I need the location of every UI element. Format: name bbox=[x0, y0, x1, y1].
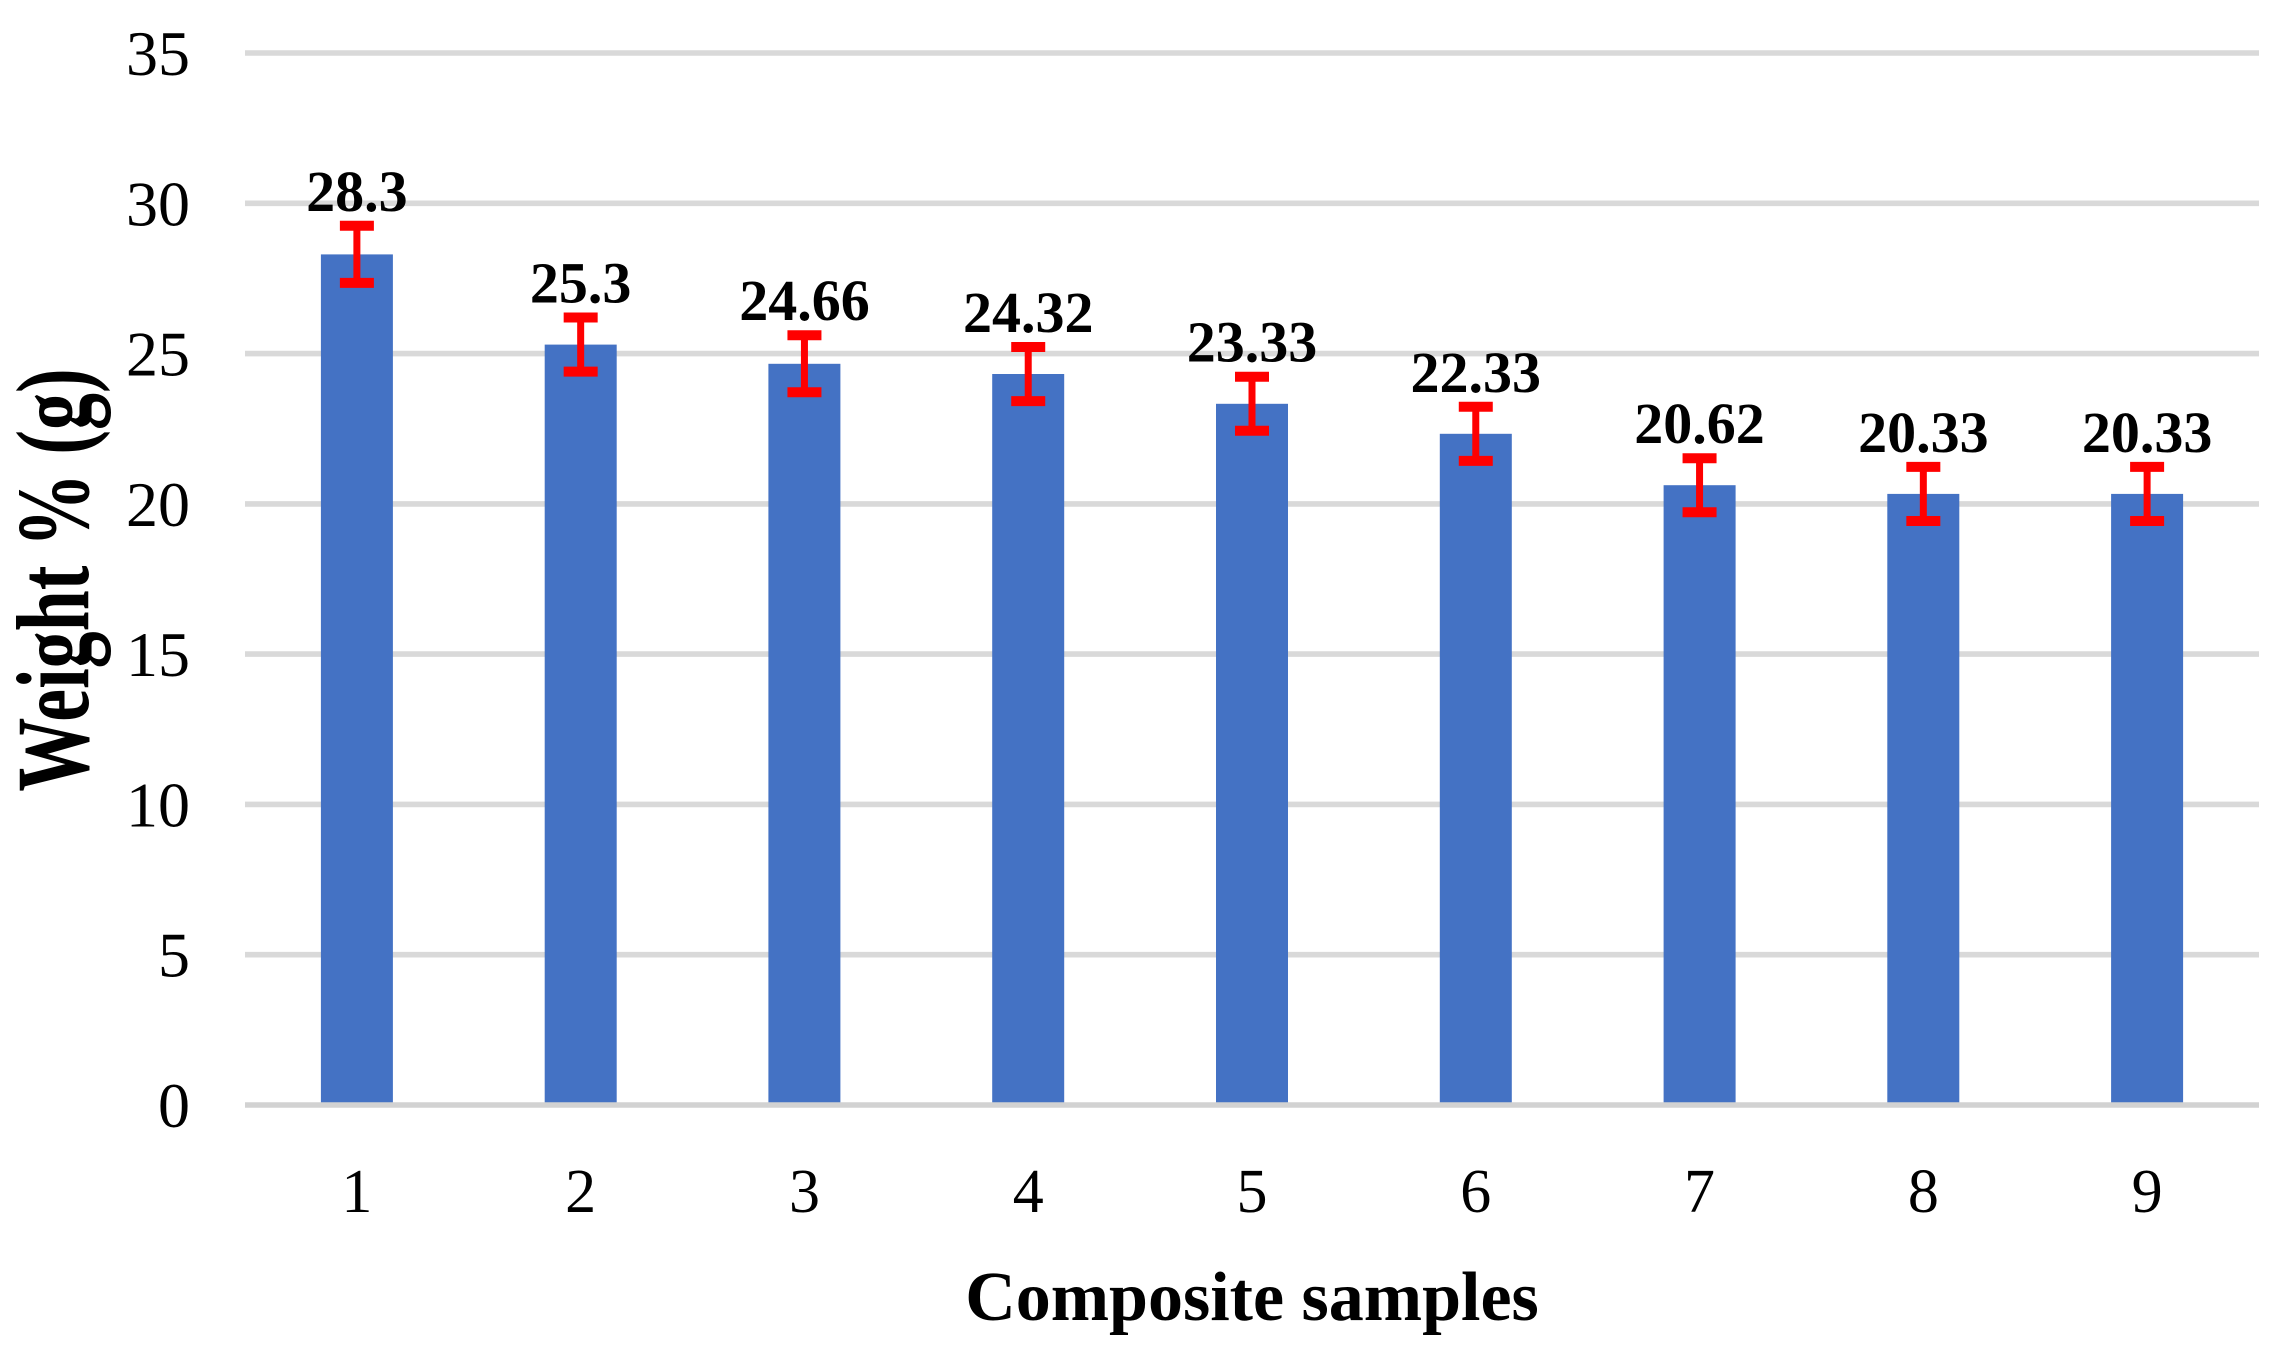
x-axis-tick-label: 3 bbox=[789, 1158, 820, 1226]
bar bbox=[1439, 433, 1512, 1105]
bar bbox=[320, 254, 393, 1105]
bar-value-label: 20.62 bbox=[1634, 391, 1765, 456]
bar bbox=[544, 344, 617, 1106]
bar-value-labels: 28.3 25.3 24.66 24.32 23.33 22.33 20.62 20.33 20… bbox=[306, 159, 2212, 465]
bar-value-label: 20.33 bbox=[2082, 400, 2213, 465]
y-axis-tick-labels: 0 5 10 15 20 25 30 35 bbox=[126, 18, 190, 1141]
y-axis-tick-label: 0 bbox=[158, 1070, 190, 1141]
bar bbox=[768, 363, 841, 1105]
bar bbox=[1216, 403, 1288, 1105]
y-axis-title: Weight % (g) bbox=[0, 368, 111, 791]
x-axis-tick-label: 4 bbox=[1013, 1158, 1044, 1226]
x-axis-tick-label: 8 bbox=[1908, 1158, 1939, 1226]
bar-value-label: 24.66 bbox=[739, 268, 870, 333]
x-axis-tick-labels: 1 2 3 4 5 6 7 8 9 bbox=[341, 1158, 2162, 1226]
error-bars bbox=[339, 220, 2165, 526]
x-axis-tick-label: 5 bbox=[1237, 1158, 1268, 1226]
y-axis-tick-label: 15 bbox=[126, 619, 190, 690]
bar bbox=[992, 374, 1065, 1105]
x-axis-tick-label: 2 bbox=[565, 1158, 596, 1226]
y-axis-tick-label: 20 bbox=[126, 469, 190, 540]
bar-value-label: 20.33 bbox=[1858, 400, 1989, 465]
x-axis-tick-label: 9 bbox=[2132, 1158, 2163, 1226]
x-axis-tick-label: 7 bbox=[1684, 1158, 1715, 1226]
bar-value-label: 28.3 bbox=[306, 159, 408, 224]
bar bbox=[1663, 485, 1736, 1105]
bar bbox=[2111, 493, 2184, 1105]
y-axis-tick-label: 5 bbox=[158, 920, 190, 991]
bar bbox=[1887, 493, 1960, 1105]
bar-value-label: 24.32 bbox=[963, 280, 1094, 345]
bar-value-label: 25.3 bbox=[530, 251, 632, 316]
bar-value-label: 23.33 bbox=[1187, 310, 1318, 375]
x-axis-tick-label: 6 bbox=[1460, 1158, 1491, 1226]
y-axis-tick-label: 35 bbox=[126, 18, 190, 89]
bar-series bbox=[320, 254, 2184, 1106]
x-axis-tick-label: 1 bbox=[341, 1158, 372, 1226]
y-axis-tick-label: 10 bbox=[126, 769, 190, 840]
y-axis-tick-label: 30 bbox=[126, 168, 190, 239]
bar-value-label: 22.33 bbox=[1411, 340, 1542, 405]
x-axis-title: Composite samples bbox=[965, 1259, 1539, 1336]
y-axis-tick-label: 25 bbox=[126, 319, 190, 390]
